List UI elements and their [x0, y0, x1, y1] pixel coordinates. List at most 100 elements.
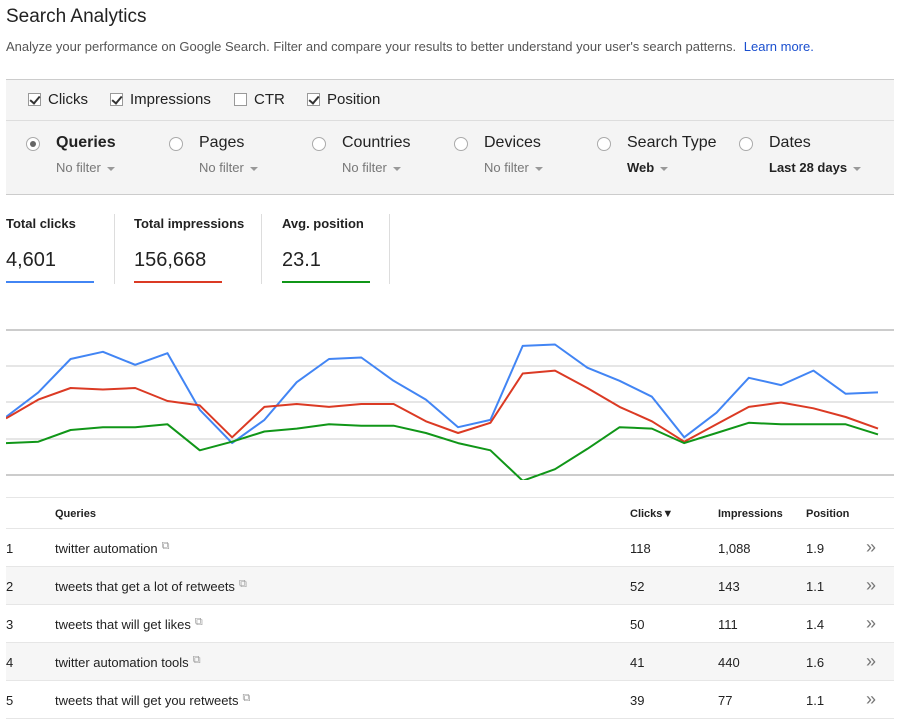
card-color-bar: [6, 281, 94, 283]
card-value: 4,601: [6, 249, 57, 271]
checkbox-icon: [110, 93, 123, 106]
total-impressions-card[interactable]: Total impressions 156,668: [134, 215, 254, 285]
dimension-label: Queries: [56, 134, 116, 151]
double-chevron-right-icon[interactable]: »: [866, 575, 877, 595]
table-row[interactable]: 5 tweets that will get you retweets ⧉ 39 …: [6, 681, 894, 719]
dimension-filter-value: No filter: [199, 160, 244, 175]
position-cell: 1.6: [806, 655, 825, 670]
card-color-bar: [282, 281, 370, 283]
metrics-row: Clicks Impressions CTR Position: [6, 80, 894, 121]
column-header-impressions[interactable]: Impressions: [718, 508, 783, 520]
row-number: 4: [6, 655, 14, 670]
caret-down-icon: [106, 166, 115, 171]
double-chevron-right-icon[interactable]: »: [866, 689, 877, 709]
query-cell: twitter automation ⧉: [55, 540, 170, 557]
table-header: Queries Clicks▼ Impressions Position: [6, 497, 894, 529]
table-row[interactable]: 4 twitter automation tools ⧉ 41 440 1.6 »: [6, 643, 894, 681]
radio-icon: [597, 137, 611, 151]
dimension-label: Devices: [484, 134, 541, 151]
queries-table: Queries Clicks▼ Impressions Position 1 t…: [6, 497, 894, 719]
metric-position-checkbox[interactable]: Position: [307, 91, 380, 108]
total-clicks-card[interactable]: Total clicks 4,601: [6, 215, 106, 285]
dimension-filter-dropdown[interactable]: No filter: [342, 160, 401, 175]
external-link-icon[interactable]: ⧉: [161, 540, 170, 552]
card-value: 156,668: [134, 249, 207, 271]
radio-icon: [169, 137, 183, 151]
double-chevron-right-icon[interactable]: »: [866, 537, 877, 557]
table-row[interactable]: 2 tweets that get a lot of retweets ⧉ 52 …: [6, 567, 894, 605]
query-cell: tweets that will get you retweets ⧉: [55, 692, 251, 709]
filter-panel: Clicks Impressions CTR Position Queries …: [6, 79, 894, 195]
dimension-filter-dropdown[interactable]: Web: [627, 160, 669, 175]
dimension-label: Pages: [199, 134, 245, 151]
query-text: tweets that get a lot of retweets: [55, 579, 235, 594]
caret-down-icon: [660, 166, 669, 171]
metric-clicks-checkbox[interactable]: Clicks: [28, 91, 88, 108]
query-text: tweets that will get likes: [55, 617, 191, 632]
query-text: twitter automation: [55, 541, 158, 556]
query-cell: tweets that get a lot of retweets ⧉: [55, 578, 247, 595]
external-link-icon[interactable]: ⧉: [194, 616, 203, 628]
caret-down-icon: [392, 166, 401, 171]
checkbox-icon: [234, 93, 247, 106]
external-link-icon[interactable]: ⧉: [238, 578, 247, 590]
radio-selected-icon: [26, 137, 40, 151]
radio-icon: [454, 137, 468, 151]
metric-label: Clicks: [48, 91, 88, 108]
impressions-cell: 143: [718, 579, 740, 594]
dimension-filter-dropdown[interactable]: Last 28 days: [769, 160, 862, 175]
card-label: Avg. position: [282, 216, 364, 231]
row-number: 1: [6, 541, 14, 556]
query-cell: tweets that will get likes ⧉: [55, 616, 203, 633]
avg-position-card[interactable]: Avg. position 23.1: [282, 215, 382, 285]
performance-line-chart: [6, 329, 894, 480]
dimension-filter-dropdown[interactable]: No filter: [56, 160, 115, 175]
dimension-filter-value: No filter: [56, 160, 101, 175]
metric-label: Impressions: [130, 91, 211, 108]
divider: [114, 214, 115, 284]
clicks-cell: 50: [630, 617, 645, 632]
metric-ctr-checkbox[interactable]: CTR: [234, 91, 285, 108]
card-color-bar: [134, 281, 222, 283]
divider: [389, 214, 390, 284]
query-text: twitter automation tools: [55, 655, 189, 670]
page-subtitle: Analyze your performance on Google Searc…: [6, 39, 814, 54]
table-row[interactable]: 1 twitter automation ⧉ 118 1,088 1.9 »: [6, 529, 894, 567]
card-value: 23.1: [282, 249, 321, 271]
dimension-filter-dropdown[interactable]: No filter: [199, 160, 258, 175]
divider: [261, 214, 262, 284]
subtitle-text: Analyze your performance on Google Searc…: [6, 39, 737, 54]
radio-icon: [312, 137, 326, 151]
metric-label: Position: [327, 91, 381, 108]
double-chevron-right-icon[interactable]: »: [866, 613, 877, 633]
external-link-icon[interactable]: ⧉: [242, 692, 251, 704]
position-cell: 1.9: [806, 541, 825, 556]
column-header-position[interactable]: Position: [806, 508, 850, 520]
impressions-cell: 1,088: [718, 541, 751, 556]
dimension-label: Countries: [342, 134, 411, 151]
learn-more-link[interactable]: Learn more.: [743, 39, 814, 54]
table-row[interactable]: 3 tweets that will get likes ⧉ 50 111 1.4…: [6, 605, 894, 643]
double-chevron-right-icon[interactable]: »: [866, 651, 877, 671]
metric-label: CTR: [254, 91, 285, 108]
row-number: 5: [6, 693, 14, 708]
caret-down-icon: [534, 166, 543, 171]
series-line-impressions: [6, 369, 879, 443]
dimension-filter-value: Web: [627, 160, 655, 175]
row-number: 2: [6, 579, 14, 594]
dimension-filter-dropdown[interactable]: No filter: [484, 160, 543, 175]
query-cell: twitter automation tools ⧉: [55, 654, 201, 671]
series-line-position: [6, 421, 879, 480]
position-cell: 1.1: [806, 693, 825, 708]
column-header-queries[interactable]: Queries: [55, 508, 96, 520]
column-header-clicks[interactable]: Clicks▼: [630, 508, 674, 520]
clicks-cell: 41: [630, 655, 645, 670]
series-line-clicks: [6, 343, 879, 445]
impressions-cell: 77: [718, 693, 733, 708]
row-number: 3: [6, 617, 14, 632]
card-label: Total impressions: [134, 216, 245, 231]
dimension-filter-value: No filter: [484, 160, 529, 175]
metric-impressions-checkbox[interactable]: Impressions: [110, 91, 211, 108]
external-link-icon[interactable]: ⧉: [192, 654, 201, 666]
query-text: tweets that will get you retweets: [55, 693, 239, 708]
